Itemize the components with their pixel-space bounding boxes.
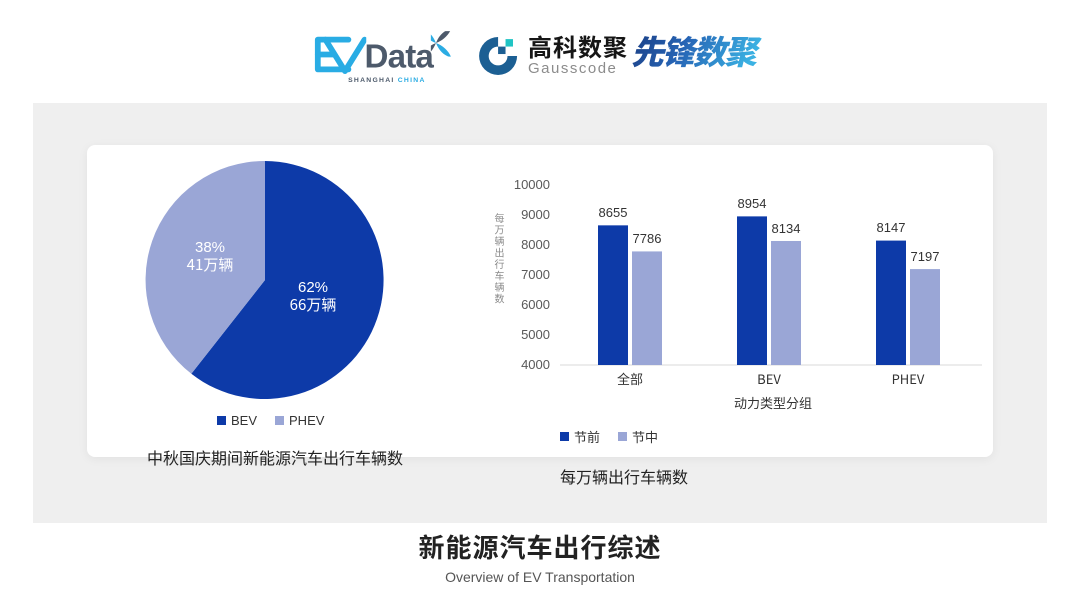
svg-text:7000: 7000	[521, 267, 550, 282]
svg-text:10000: 10000	[514, 177, 550, 192]
svg-text:8134: 8134	[772, 221, 801, 236]
svg-text:6000: 6000	[521, 297, 550, 312]
svg-text:7786: 7786	[633, 231, 662, 246]
svg-text:8000: 8000	[521, 237, 550, 252]
svg-text:8655: 8655	[599, 205, 628, 220]
svg-text:全部: 全部	[617, 369, 643, 388]
svg-text:9000: 9000	[521, 207, 550, 222]
svg-text:7197: 7197	[911, 249, 940, 264]
svg-text:5000: 5000	[521, 327, 550, 342]
svg-text:8954: 8954	[738, 196, 767, 211]
svg-text:41万辆: 41万辆	[187, 254, 234, 275]
svg-text:BEV: BEV	[757, 369, 781, 388]
svg-text:66万辆: 66万辆	[290, 294, 337, 315]
svg-text:PHEV: PHEV	[892, 369, 925, 388]
svg-text:动力类型分组: 动力类型分组	[734, 393, 812, 412]
svg-text:8147: 8147	[877, 220, 906, 235]
svg-text:先锋数聚: 先锋数聚	[631, 32, 762, 74]
svg-text:4000: 4000	[521, 357, 550, 372]
